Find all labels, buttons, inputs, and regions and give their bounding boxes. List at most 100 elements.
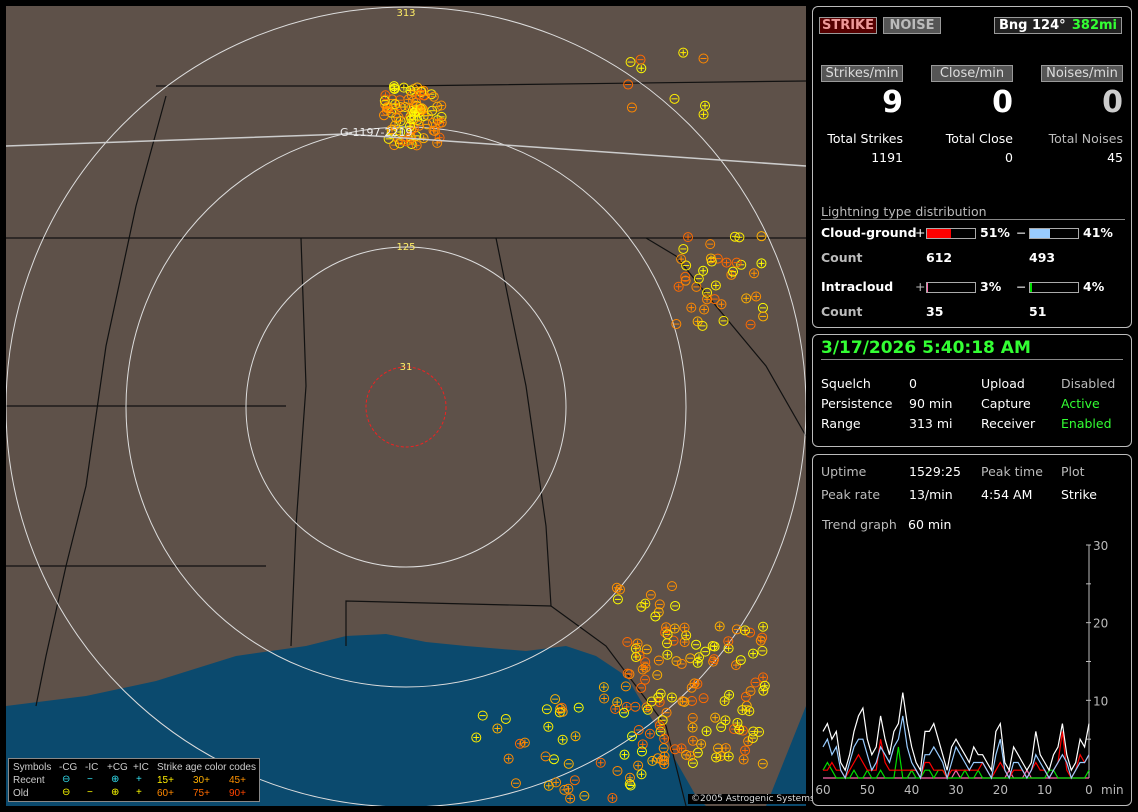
strike-sign [679, 698, 686, 705]
strike-marker [380, 99, 391, 110]
strike-sign [614, 699, 621, 706]
strikes-per-min-button[interactable]: Strikes/min [821, 65, 903, 82]
strike-sign [416, 91, 423, 98]
strike-sign [753, 293, 760, 300]
strike-marker [633, 760, 644, 771]
legend-old: Old [13, 788, 29, 799]
age-90: 90+ [229, 788, 246, 799]
strike-marker [626, 102, 637, 113]
strike-marker [657, 715, 668, 726]
strike-marker [623, 79, 634, 90]
strike-sign [638, 65, 645, 72]
strike-marker [550, 694, 561, 705]
noises-per-min-button[interactable]: Noises/min [1041, 65, 1123, 82]
strike-sign [700, 111, 707, 118]
strike-sign [742, 747, 749, 754]
strike-marker [607, 793, 618, 804]
total-noises: 45 [1107, 150, 1123, 165]
strike-marker [678, 243, 689, 254]
close-per-min-button[interactable]: Close/min [931, 65, 1013, 82]
strike-marker [679, 622, 690, 633]
ic-pos-pct: 3% [980, 279, 1002, 294]
strike-sign [683, 632, 690, 639]
strike-sign [436, 134, 443, 141]
strike-marker [661, 622, 672, 633]
strike-marker [408, 96, 419, 107]
strike-marker [692, 657, 703, 668]
strike-sign [638, 771, 645, 778]
strike-marker [662, 629, 673, 640]
strike-marker [745, 627, 756, 638]
strike-sign [718, 301, 725, 308]
strike-map[interactable]: 313 125 31 G-1197-2219 [6, 6, 806, 806]
strike-marker [705, 253, 716, 264]
strike-marker [716, 722, 727, 733]
strike-marker [563, 758, 574, 769]
strike-sign [725, 638, 732, 645]
strike-marker [579, 790, 590, 801]
strike-marker [697, 320, 708, 331]
strike-marker [696, 739, 707, 750]
strike-marker [714, 621, 725, 632]
strike-marker [540, 751, 551, 762]
cg-count-label: Count [821, 250, 863, 265]
strike-sign [663, 624, 670, 631]
strike-marker [721, 257, 732, 268]
plot-value[interactable]: Strike [1061, 487, 1097, 502]
noise-rate: 0 [1102, 85, 1123, 120]
x-tick-label: 30 [948, 783, 963, 797]
age-45: 45+ [229, 775, 246, 786]
legend-symbols: Symbols [13, 762, 52, 773]
strike-sign [411, 109, 418, 116]
strike-marker [735, 655, 746, 666]
strike-marker [541, 704, 552, 715]
minus-sign: − [1016, 225, 1027, 240]
strike-sign [707, 255, 714, 262]
strike-sign [420, 135, 427, 142]
strike-marker [736, 259, 747, 270]
strike-marker [624, 772, 635, 783]
strike-marker [667, 581, 678, 592]
strike-marker [749, 268, 760, 279]
strike-marker [681, 630, 692, 641]
legend-age-title: Strike age color codes [157, 762, 256, 773]
strike-marker [395, 102, 406, 113]
strike-marker [555, 703, 566, 714]
strike-sign [600, 684, 607, 691]
bearing: Bng 124° [999, 18, 1066, 33]
strike-marker [756, 231, 767, 242]
strike-marker [406, 114, 417, 125]
y-tick-label: 30 [1093, 539, 1108, 553]
y-tick-label: 10 [1093, 694, 1108, 708]
strike-marker [731, 624, 742, 635]
strike-marker [395, 138, 406, 149]
strike-marker [660, 627, 671, 638]
distribution-title: Lightning type distribution [821, 204, 1125, 220]
strike-sign [413, 142, 420, 149]
bay-water [766, 706, 806, 806]
trend-line-cg_neg [822, 715, 1090, 781]
strike-marker [393, 112, 404, 123]
strike-marker [563, 783, 574, 794]
strike-button[interactable]: STRIKE [819, 17, 877, 34]
strike-sign [664, 651, 671, 658]
strike-sign [722, 717, 729, 724]
strike-marker [636, 601, 647, 612]
noise-button[interactable]: NOISE [883, 17, 941, 34]
strike-sign [712, 714, 719, 721]
x-tick-label: 20 [993, 783, 1008, 797]
x-tick-label: 60 [815, 783, 830, 797]
strike-sign [661, 761, 668, 768]
strike-marker [644, 728, 655, 739]
strike-marker [429, 126, 440, 137]
strike-marker [418, 133, 429, 144]
strike-sign [700, 267, 707, 274]
strike-marker [755, 635, 766, 646]
strike-sign [716, 623, 723, 630]
strike-marker [670, 744, 681, 755]
trend-value[interactable]: 60 min [908, 517, 952, 532]
cg-pos-count: 612 [926, 250, 953, 265]
ic-neg-count: 51 [1029, 304, 1047, 319]
strike-sign [612, 705, 619, 712]
strike-marker [418, 90, 429, 101]
